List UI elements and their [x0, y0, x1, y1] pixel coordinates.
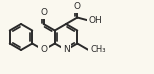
Text: O: O	[74, 2, 81, 11]
Text: OH: OH	[89, 16, 102, 25]
Text: CH₃: CH₃	[90, 46, 105, 54]
Text: O: O	[40, 8, 47, 17]
Text: O: O	[40, 46, 47, 54]
Text: N: N	[63, 46, 69, 54]
